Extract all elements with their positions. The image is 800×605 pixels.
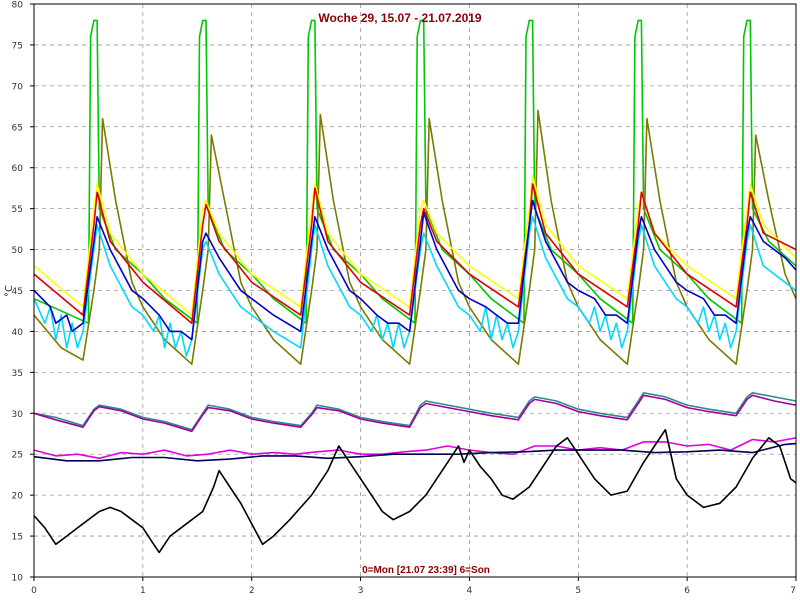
y-tick-label: 30 xyxy=(12,410,24,420)
y-tick-label: 15 xyxy=(12,533,23,543)
series-line-4 xyxy=(33,183,797,325)
y-tick-label: 70 xyxy=(12,82,24,92)
series-line-11 xyxy=(33,428,797,554)
x-tick-label: 6 xyxy=(684,586,690,596)
chart-title: Woche 29, 15.07 - 21.07.2019 xyxy=(318,11,482,25)
series-line-3 xyxy=(33,175,797,316)
series-line-9 xyxy=(33,437,797,460)
y-tick-label: 60 xyxy=(12,164,24,174)
y-tick-label: 25 xyxy=(12,451,23,461)
y-tick-label: 80 xyxy=(12,1,24,11)
series-line-6 xyxy=(33,199,797,341)
y-tick-label: 45 xyxy=(12,287,23,297)
x-tick-label: 1 xyxy=(140,586,146,596)
chart-footer: 0=Mon [21.07 23:39] 6=Son xyxy=(362,565,490,576)
series-line-10 xyxy=(33,442,797,462)
y-tick-label: 75 xyxy=(12,41,23,51)
plot-frame xyxy=(30,3,797,581)
x-tick-label: 4 xyxy=(467,586,473,596)
x-tick-label: 3 xyxy=(358,586,364,596)
y-axis-label: °C xyxy=(4,285,15,297)
y-tick-label: 35 xyxy=(12,369,23,379)
y-tick-label: 20 xyxy=(12,492,24,502)
y-tick-label: 65 xyxy=(12,123,23,133)
series-line-5 xyxy=(33,216,797,357)
series-line-7 xyxy=(33,391,797,431)
series-line-8 xyxy=(33,394,797,433)
x-tick-label: 2 xyxy=(249,586,255,596)
series-group xyxy=(33,19,797,554)
series-line-2 xyxy=(33,109,797,366)
y-tick-label: 40 xyxy=(12,328,24,338)
x-tick-label: 0 xyxy=(31,586,37,596)
x-tick-label: 5 xyxy=(575,586,581,596)
y-tick-label: 50 xyxy=(12,246,24,256)
x-tick-label: 7 xyxy=(790,586,796,596)
y-tick-label: 55 xyxy=(12,205,23,215)
y-tick-label: 10 xyxy=(12,574,24,584)
